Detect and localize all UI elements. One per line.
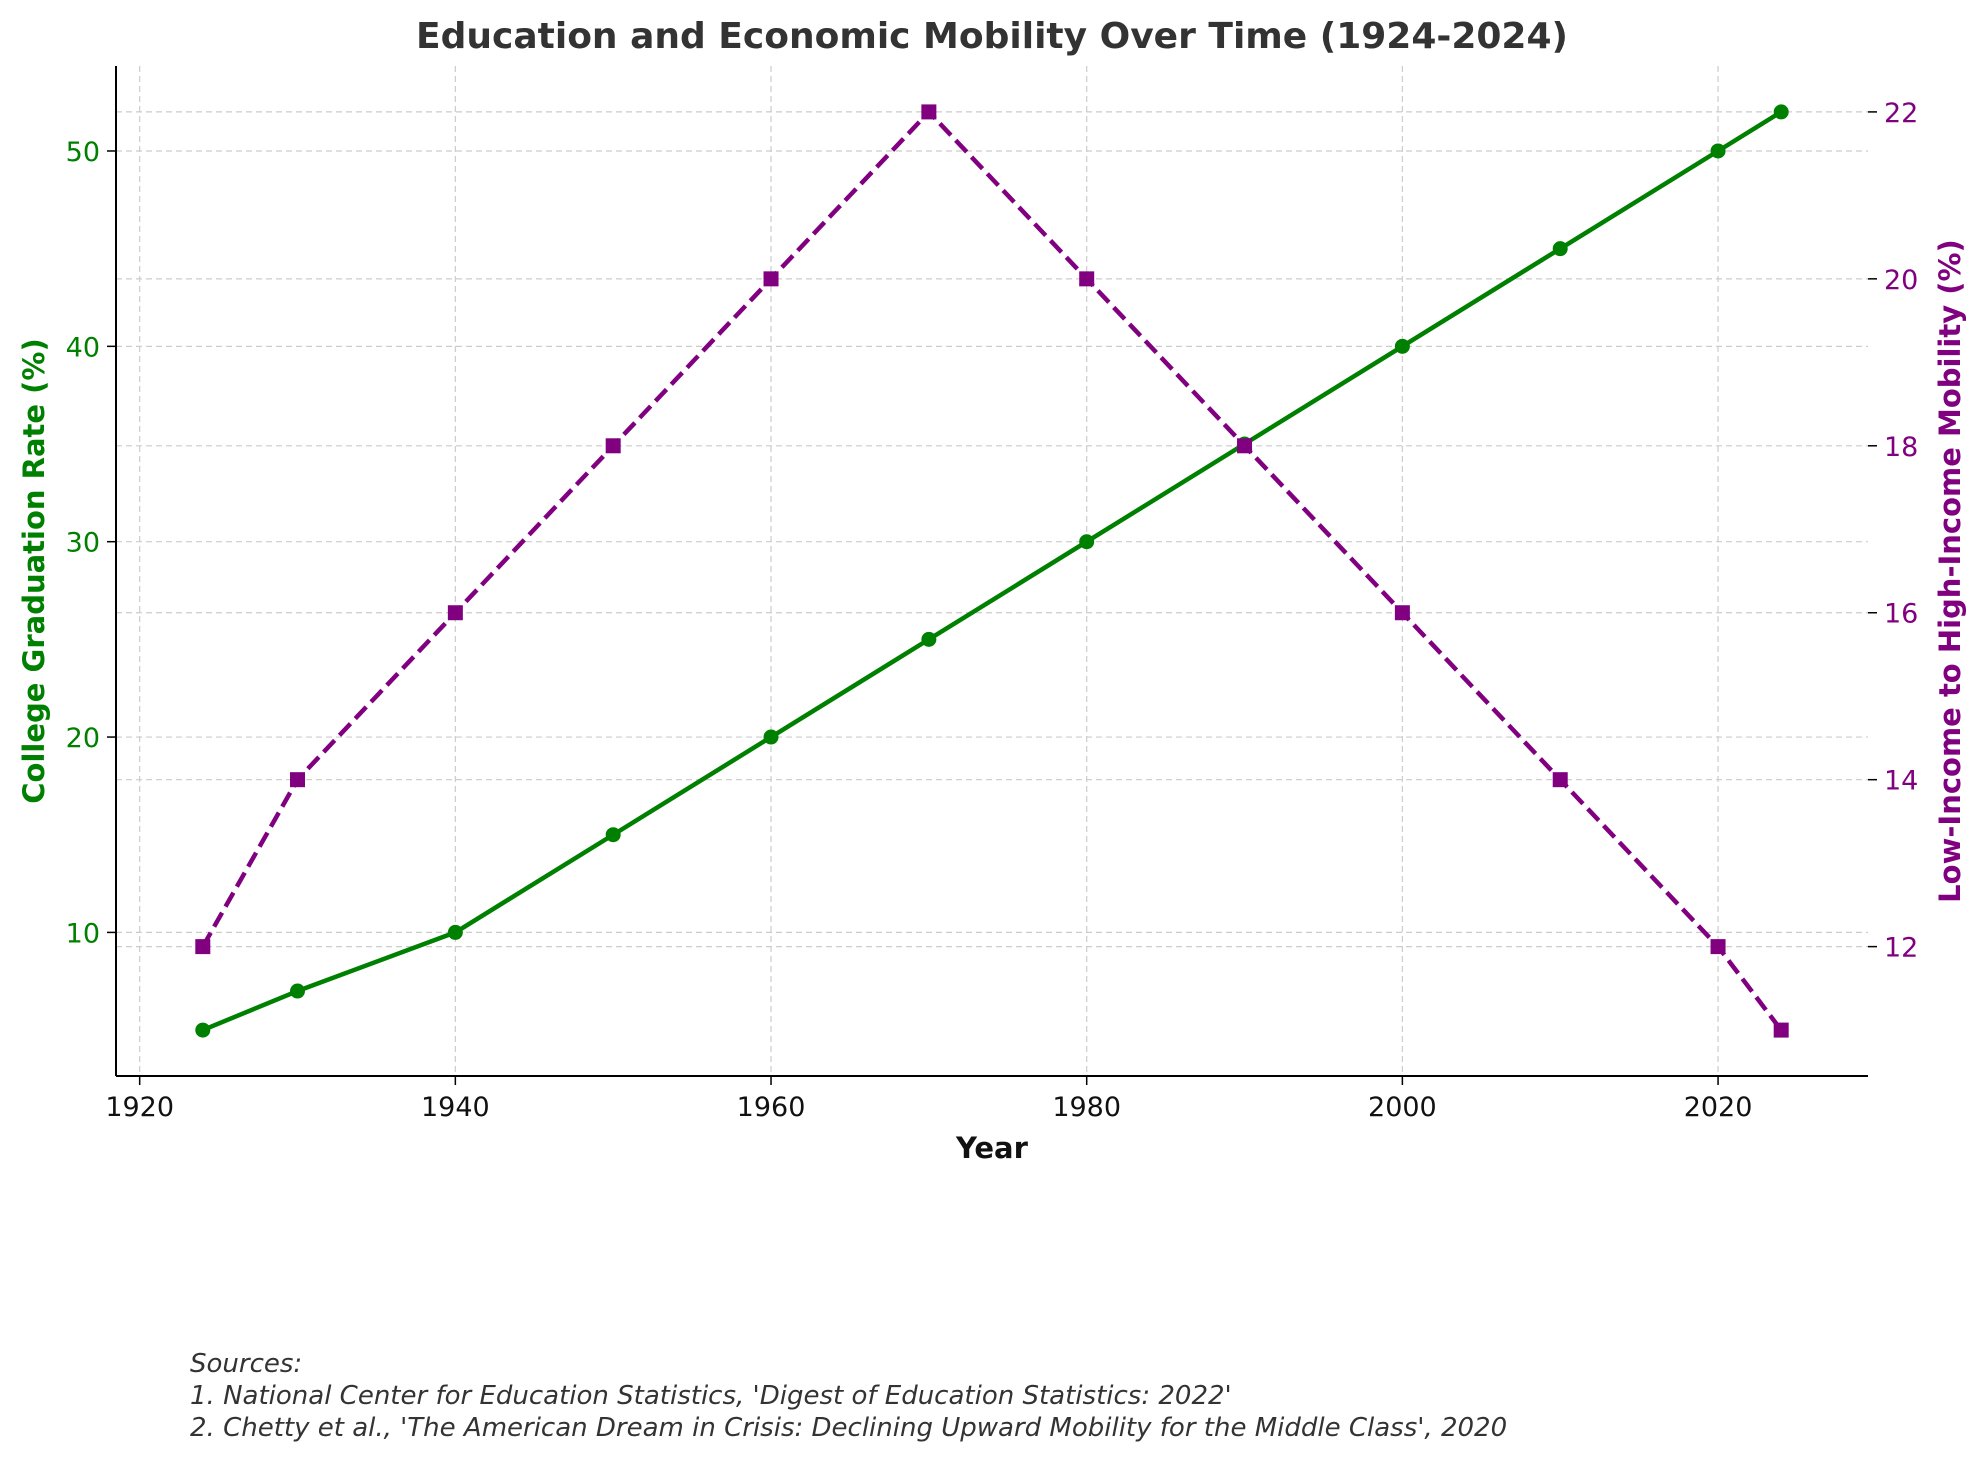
- data-point-mobility: [1237, 438, 1253, 454]
- source-line-1: 1. National Center for Education Statist…: [190, 1381, 1232, 1411]
- y-tick-label-left: 50: [66, 137, 100, 168]
- data-point-mobility: [921, 104, 937, 120]
- y-tick-label-left: 40: [66, 332, 100, 363]
- data-point-mobility: [1710, 939, 1726, 955]
- y-tick-label-right: 12: [1884, 933, 1918, 964]
- data-point-mobility: [1394, 605, 1410, 621]
- y-tick-label-right: 18: [1884, 432, 1918, 463]
- x-tick-label: 1920: [105, 1092, 174, 1123]
- data-point-graduation-rate: [1552, 241, 1568, 257]
- x-tick-label: 1980: [1052, 1092, 1121, 1123]
- chart-title: Education and Economic Mobility Over Tim…: [416, 16, 1568, 57]
- grid: [116, 66, 1868, 1076]
- data-point-graduation-rate: [1079, 534, 1095, 550]
- source-line-2: 2. Chetty et al., 'The American Dream in…: [190, 1413, 1508, 1443]
- data-point-graduation-rate: [1773, 104, 1789, 120]
- y-tick-label-left: 10: [66, 918, 100, 949]
- x-tick-label: 2000: [1368, 1092, 1437, 1123]
- data-point-mobility: [1552, 772, 1568, 788]
- data-point-mobility: [1773, 1022, 1789, 1038]
- series-layer: [195, 104, 1789, 1038]
- series-line-mobility: [200, 109, 1783, 1032]
- y-tick-label-left: 20: [66, 723, 100, 754]
- data-point-mobility: [290, 772, 306, 788]
- y-tick-label-left: 30: [66, 528, 100, 559]
- data-point-graduation-rate: [195, 1022, 211, 1038]
- y-axis-label-right: Low-Income to High-Income Mobility (%): [1933, 239, 1967, 903]
- x-tick-label: 2020: [1684, 1092, 1753, 1123]
- data-point-graduation-rate: [763, 729, 779, 745]
- y-axis-label-left: College Graduation Rate (%): [17, 338, 51, 804]
- data-point-mobility: [447, 605, 463, 621]
- data-point-mobility: [763, 271, 779, 287]
- x-axis-label: Year: [955, 1131, 1029, 1165]
- data-point-mobility: [1079, 271, 1095, 287]
- series-line-graduation-rate: [201, 109, 1783, 1033]
- y-tick-label-right: 20: [1884, 265, 1918, 296]
- ticks: 1920 1940 1960 1980 2000 2020 10 20 30 40 50 12 14 16…: [66, 98, 1919, 1123]
- data-point-graduation-rate: [605, 827, 621, 843]
- sources-heading: Sources:: [190, 1349, 303, 1379]
- x-tick-label: 1960: [737, 1092, 806, 1123]
- axes: [115, 66, 1868, 1077]
- y-tick-label-right: 16: [1884, 599, 1918, 630]
- data-point-mobility: [605, 438, 621, 454]
- data-point-graduation-rate: [1710, 143, 1726, 159]
- x-tick-label: 1940: [421, 1092, 490, 1123]
- data-point-graduation-rate: [921, 631, 937, 647]
- y-tick-label-right: 22: [1884, 98, 1918, 129]
- data-point-graduation-rate: [1394, 338, 1410, 354]
- y-tick-label-right: 14: [1884, 766, 1918, 797]
- data-point-mobility: [195, 939, 211, 955]
- sources-note: Sources: 1. National Center for Educatio…: [190, 1348, 1507, 1444]
- data-point-graduation-rate: [447, 924, 463, 940]
- data-point-graduation-rate: [290, 983, 306, 999]
